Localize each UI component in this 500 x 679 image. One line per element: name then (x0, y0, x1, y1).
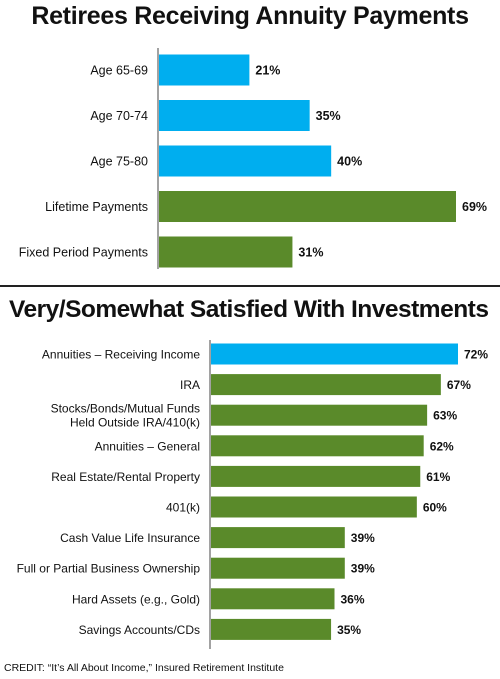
chart-2-title: Very/Somewhat Satisfied With Investments (9, 296, 489, 323)
chart-1-bar (159, 191, 456, 222)
chart-2-value-label: 67% (447, 378, 471, 392)
chart-1-bar (159, 145, 332, 177)
chart-2-bar (211, 496, 417, 518)
chart-2-value-label: 39% (351, 562, 375, 576)
chart-2-bar (211, 618, 332, 640)
chart-2-category-label: IRA (180, 378, 200, 392)
chart-2-category-label: 401(k) (166, 501, 200, 515)
chart-2-bar (211, 527, 345, 549)
chart-2-category-label: Annuities – Receiving Income (42, 348, 200, 362)
chart-2-bar (211, 557, 345, 579)
chart-1-value-label: 21% (255, 64, 280, 78)
chart-2-category-label: Full or Partial Business Ownership (17, 562, 201, 576)
chart-2-value-label: 72% (464, 348, 488, 362)
chart-1-bar (159, 100, 310, 131)
chart-2-value-label: 60% (423, 501, 447, 515)
chart-2-category-label: Hard Assets (e.g., Gold) (72, 592, 200, 606)
chart-2-bar (211, 465, 421, 487)
credit-line: CREDIT: “It’s All About Income,” Insured… (4, 662, 284, 674)
chart-1-bar (159, 236, 293, 268)
chart-1-value-label: 35% (316, 109, 341, 123)
chart-1-value-label: 40% (337, 155, 362, 169)
chart-2-bar (211, 588, 335, 610)
chart-1-category-label: Fixed Period Payments (19, 246, 148, 260)
chart-2-value-label: 61% (426, 470, 450, 484)
section-divider (0, 285, 500, 287)
chart-2-category-label: Stocks/Bonds/Mutual Funds (51, 402, 200, 416)
chart-1-category-label: Lifetime Payments (45, 200, 148, 214)
chart-2-value-label: 39% (351, 531, 375, 545)
chart-1-category-label: Age 70-74 (90, 109, 148, 123)
chart-1-value-label: 69% (462, 200, 487, 214)
chart-2-value-label: 62% (430, 439, 454, 453)
chart-2-category-label: Held Outside IRA/410(k) (70, 416, 200, 430)
chart-2-category-label: Real Estate/Rental Property (51, 470, 200, 484)
chart-1-title: Retirees Receiving Annuity Payments (31, 2, 469, 30)
chart-2-category-label: Savings Accounts/CDs (79, 623, 200, 637)
chart-1-bar (159, 54, 250, 86)
chart-2-value-label: 36% (341, 592, 365, 606)
chart-2-category-label: Cash Value Life Insurance (60, 531, 200, 545)
chart-1-value-label: 31% (298, 246, 323, 260)
chart-1-category-label: Age 65-69 (90, 64, 148, 78)
chart-1-category-label: Age 75-80 (90, 155, 148, 169)
chart-2-bar (211, 343, 458, 365)
chart-2-bar (211, 404, 428, 426)
chart-2-bar (211, 374, 441, 396)
chart-2-category-label: Annuities – General (95, 439, 200, 453)
chart-2-bar (211, 435, 424, 457)
chart-2-value-label: 63% (433, 409, 457, 423)
chart-2-value-label: 35% (337, 623, 361, 637)
